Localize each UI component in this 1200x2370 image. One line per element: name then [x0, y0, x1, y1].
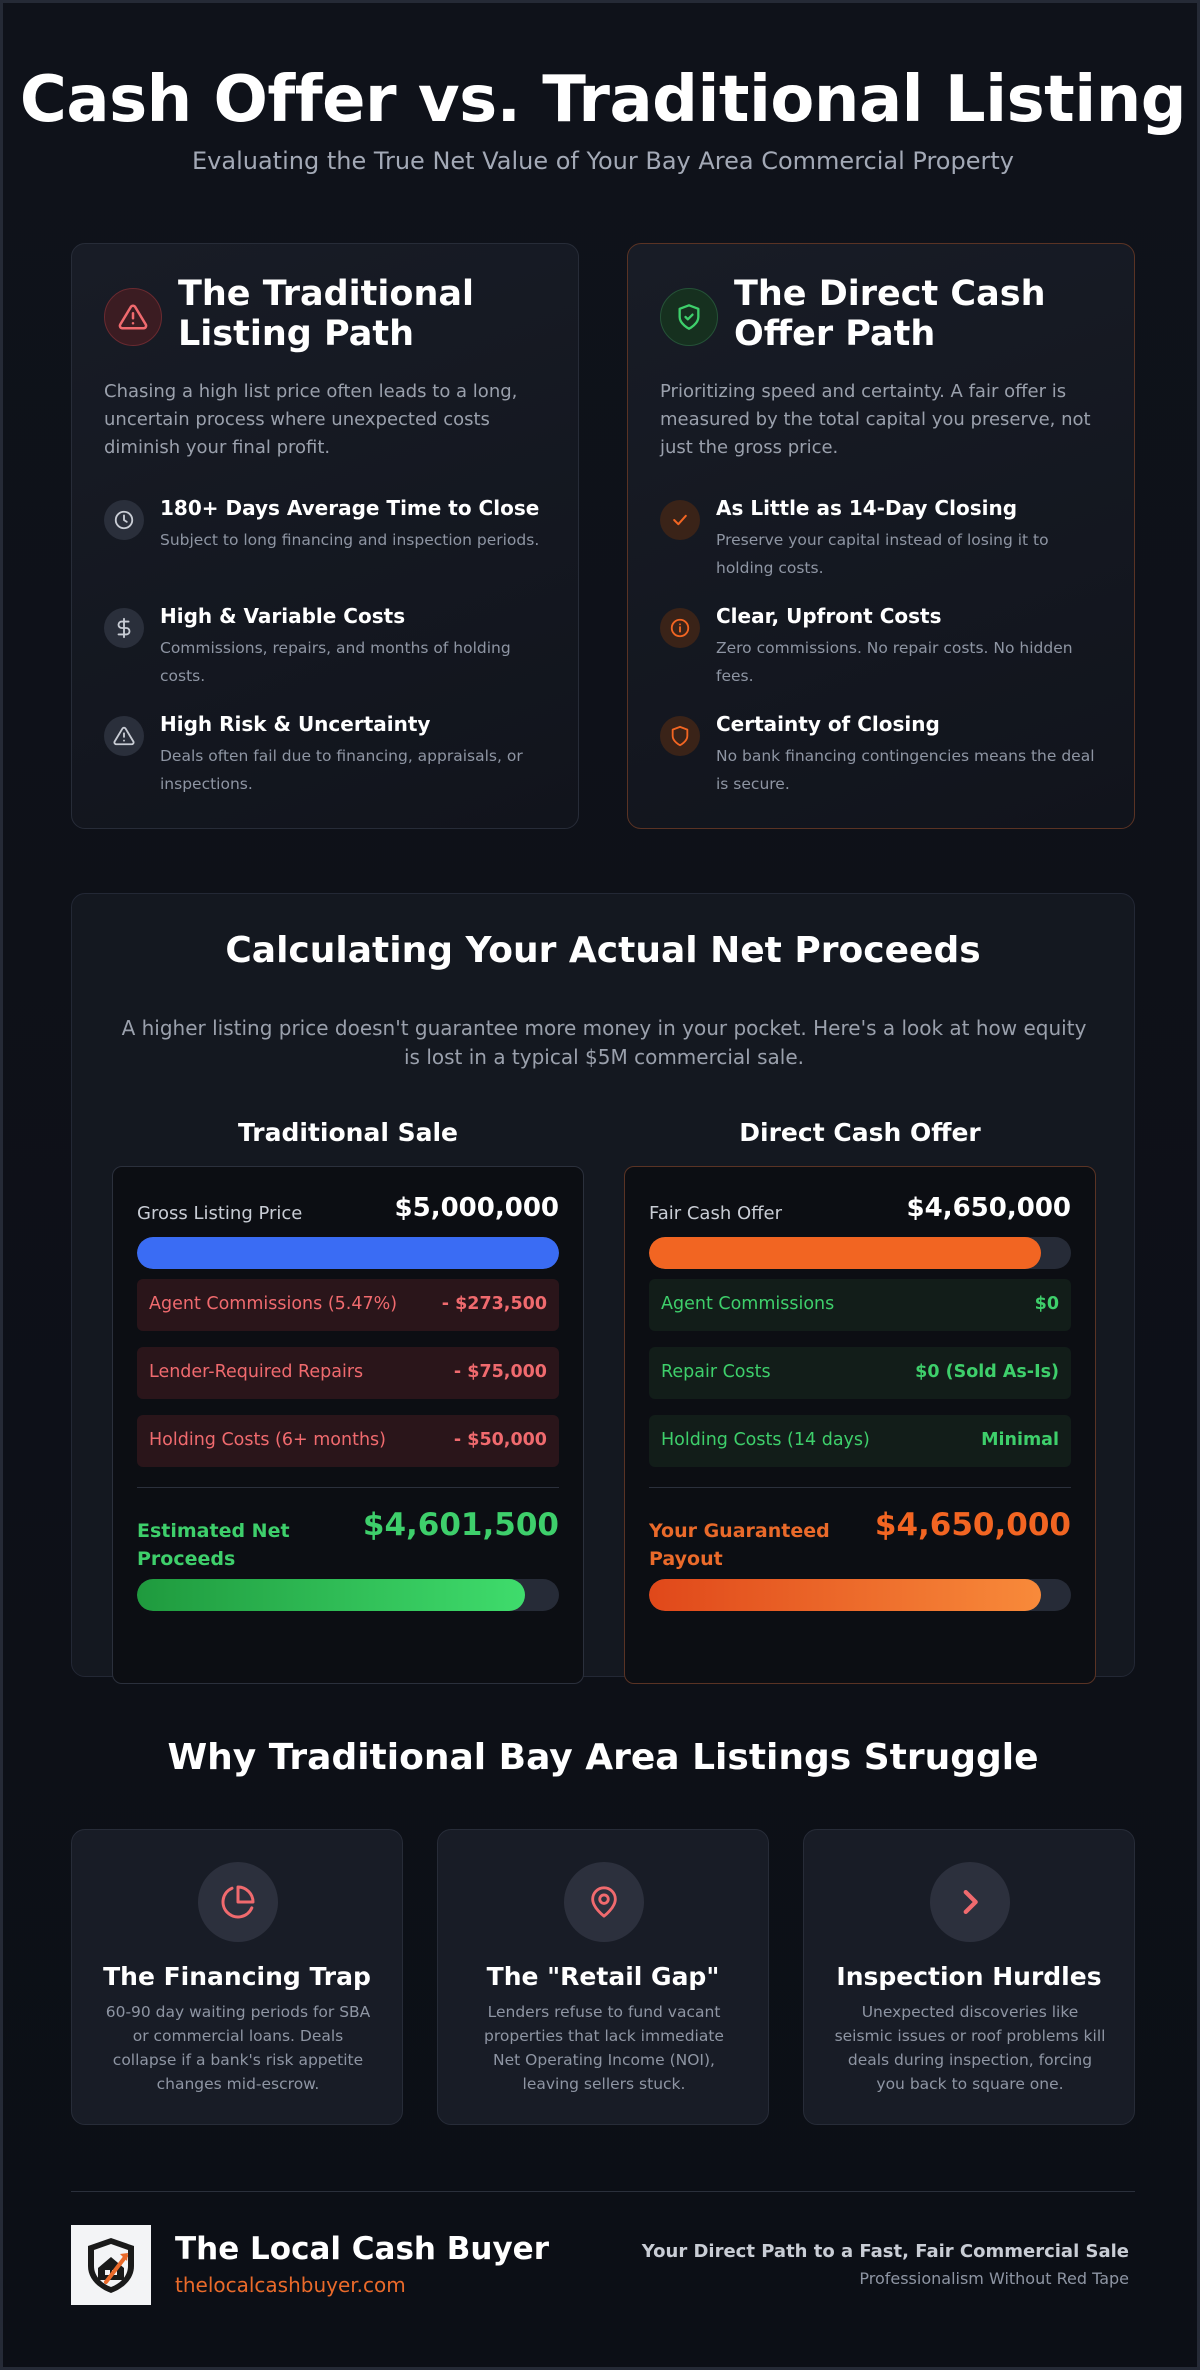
net-proceeds-bar-fill	[137, 1579, 526, 1611]
net-proceeds-section: Calculating Your Actual Net Proceeds A h…	[71, 893, 1135, 1684]
cost-value: - $50,000	[453, 1430, 547, 1450]
guaranteed-payout-bar	[649, 1579, 1071, 1611]
cost-label: Holding Costs (6+ months)	[149, 1430, 386, 1450]
cost-row: Holding Costs (6+ months) - $50,000	[137, 1415, 559, 1467]
alert-triangle-icon	[104, 716, 144, 756]
feature-title: Certainty of Closing	[716, 712, 940, 736]
feature-description: No bank financing contingencies means th…	[716, 747, 1095, 793]
traditional-sale-heading: Traditional Sale	[237, 1118, 458, 1147]
traditional-path-title: The Traditional Listing Path	[178, 274, 474, 354]
gross-price-label: Gross Listing Price	[137, 1203, 303, 1224]
clock-icon	[104, 500, 144, 540]
why-card-inspection: Inspection Hurdles Unexpected discoverie…	[803, 1829, 1135, 2125]
guaranteed-payout-value: $4,650,000	[874, 1507, 1071, 1543]
traditional-path-description: Chasing a high list price often leads to…	[104, 381, 518, 458]
page-subtitle: Evaluating the True Net Value of Your Ba…	[192, 147, 1014, 175]
footer-tagline-sub: Professionalism Without Red Tape	[859, 2269, 1129, 2288]
brand-name: The Local Cash Buyer	[175, 2231, 549, 2267]
cost-row: Repair Costs $0 (Sold As-Is)	[649, 1347, 1071, 1399]
gross-price-bar-fill	[137, 1237, 559, 1269]
cost-value: - $273,500	[441, 1294, 547, 1314]
feature-description: Commissions, repairs, and months of hold…	[160, 639, 511, 685]
dollar-icon	[104, 608, 144, 648]
cost-row: Agent Commissions $0	[649, 1279, 1071, 1331]
divider	[649, 1487, 1071, 1488]
page-title: Cash Offer vs. Traditional Listing	[19, 63, 1187, 137]
brand-url-link[interactable]: thelocalcashbuyer.com	[175, 2273, 406, 2297]
shield-icon	[660, 716, 700, 756]
cost-row: Lender-Required Repairs - $75,000	[137, 1347, 559, 1399]
traditional-path-card: The Traditional Listing Path Chasing a h…	[71, 243, 579, 829]
feature-title: High & Variable Costs	[160, 604, 406, 628]
cash-feature: Certainty of Closing No bank financing c…	[660, 712, 1110, 812]
traditional-sale-card: Gross Listing Price $5,000,000 Agent Com…	[112, 1166, 584, 1684]
footer-divider	[71, 2191, 1135, 2192]
feature-title: 180+ Days Average Time to Close	[160, 496, 540, 520]
why-card-title: Inspection Hurdles	[836, 1962, 1102, 1991]
cost-label: Holding Costs (14 days)	[661, 1430, 870, 1450]
info-icon	[660, 608, 700, 648]
brand-logo	[71, 2225, 151, 2305]
why-card-title: The "Retail Gap"	[486, 1962, 720, 1991]
cash-feature: Clear, Upfront Costs Zero commissions. N…	[660, 604, 1110, 704]
why-card-retail-gap: The "Retail Gap" Lenders refuse to fund …	[437, 1829, 769, 2125]
feature-description: Zero commissions. No repair costs. No hi…	[716, 639, 1073, 685]
cost-row: Holding Costs (14 days) Minimal	[649, 1415, 1071, 1467]
map-pin-icon	[564, 1862, 644, 1942]
feature-description: Subject to long financing and inspection…	[160, 531, 540, 549]
traditional-feature: High & Variable Costs Commissions, repai…	[104, 604, 554, 704]
cost-label: Agent Commissions	[661, 1294, 835, 1314]
guaranteed-payout-bar-fill	[649, 1579, 1042, 1611]
net-proceeds-description: A higher listing price doesn't guarantee…	[121, 1016, 1087, 1069]
feature-title: Clear, Upfront Costs	[716, 604, 942, 628]
why-card-description: 60-90 day waiting periods for SBA or com…	[105, 2003, 371, 2093]
cash-offer-heading: Direct Cash Offer	[739, 1118, 981, 1147]
cost-label: Agent Commissions (5.47%)	[149, 1294, 398, 1314]
cost-value: $0	[1034, 1294, 1059, 1314]
gross-price-row: Gross Listing Price $5,000,000	[137, 1193, 559, 1229]
cost-label: Lender-Required Repairs	[149, 1362, 364, 1382]
gross-price-value: $4,650,000	[906, 1193, 1071, 1223]
cost-row: Agent Commissions (5.47%) - $273,500	[137, 1279, 559, 1331]
shield-check-icon	[660, 288, 718, 346]
cost-label: Repair Costs	[661, 1362, 771, 1382]
traditional-feature: High Risk & Uncertainty Deals often fail…	[104, 712, 554, 812]
net-proceeds-bar	[137, 1579, 559, 1611]
cash-feature: As Little as 14-Day Closing Preserve you…	[660, 496, 1110, 596]
guaranteed-payout-label: Your Guaranteed Payout	[649, 1520, 830, 1570]
traditional-feature: 180+ Days Average Time to Close Subject …	[104, 496, 554, 596]
pie-chart-icon	[198, 1862, 278, 1942]
warning-triangle-icon	[104, 288, 162, 346]
cash-offer-card: Fair Cash Offer $4,650,000 Agent Commiss…	[624, 1166, 1096, 1684]
cash-path-title: The Direct Cash Offer Path	[734, 274, 1046, 354]
chevron-right-icon	[930, 1862, 1010, 1942]
feature-title: High Risk & Uncertainty	[160, 712, 431, 736]
divider	[137, 1487, 559, 1488]
cash-offer-bar	[649, 1237, 1071, 1269]
why-card-title: The Financing Trap	[103, 1962, 371, 1991]
cost-value: $0 (Sold As-Is)	[915, 1362, 1059, 1382]
feature-description: Preserve your capital instead of losing …	[716, 531, 1049, 577]
why-card-description: Lenders refuse to fund vacant properties…	[484, 2003, 724, 2093]
gross-price-value: $5,000,000	[394, 1193, 559, 1223]
cost-value: - $75,000	[453, 1362, 547, 1382]
net-proceeds-title: Calculating Your Actual Net Proceeds	[225, 930, 981, 971]
gross-price-row: Fair Cash Offer $4,650,000	[649, 1193, 1071, 1229]
cash-offer-bar-fill	[649, 1237, 1042, 1269]
cash-path-description: Prioritizing speed and certainty. A fair…	[660, 381, 1091, 458]
why-section-title: Why Traditional Bay Area Listings Strugg…	[167, 1737, 1039, 1778]
footer-tagline: Your Direct Path to a Fast, Fair Commerc…	[641, 2241, 1129, 2262]
net-proceeds-label: Estimated Net Proceeds	[137, 1520, 290, 1570]
cash-path-card: The Direct Cash Offer Path Prioritizing …	[627, 243, 1135, 829]
gross-price-label: Fair Cash Offer	[649, 1203, 783, 1224]
check-icon	[660, 500, 700, 540]
why-card-financing: The Financing Trap 60-90 day waiting per…	[71, 1829, 403, 2125]
gross-price-bar	[137, 1237, 559, 1269]
feature-title: As Little as 14-Day Closing	[716, 496, 1018, 520]
net-proceeds-value: $4,601,500	[362, 1507, 559, 1543]
feature-description: Deals often fail due to financing, appra…	[160, 747, 523, 793]
why-card-description: Unexpected discoveries like seismic issu…	[834, 2003, 1106, 2093]
cost-value: Minimal	[981, 1430, 1059, 1450]
